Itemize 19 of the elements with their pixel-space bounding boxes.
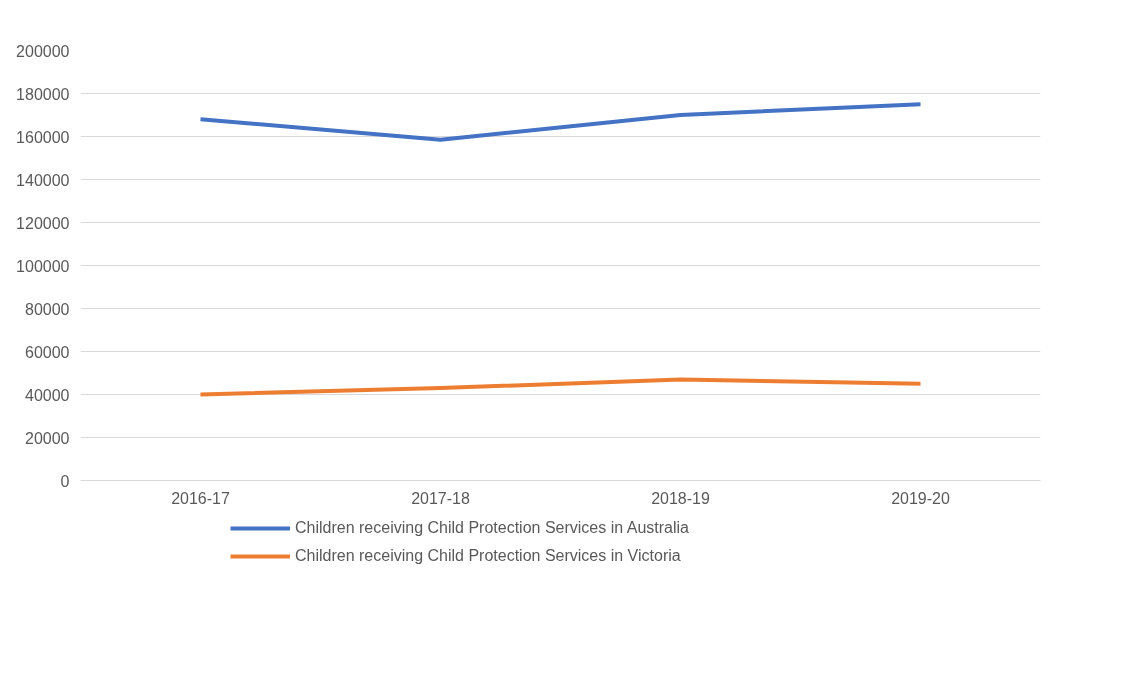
line-series — [198, 102, 923, 142]
y-tick-label: 40000 — [25, 386, 70, 404]
y-tick-label: 200000 — [16, 42, 70, 60]
legend-label: Children receiving Child Protection Services in Victoria — [295, 547, 681, 565]
y-tick-label: 20000 — [25, 429, 70, 447]
y-tick-label: 80000 — [25, 300, 70, 318]
x-tick-label: 2017-18 — [411, 489, 470, 507]
y-tick-label: 160000 — [16, 128, 70, 146]
legend-label: Children receiving Child Protection Services in Australia — [295, 519, 689, 537]
y-tick-label: 100000 — [16, 257, 70, 275]
y-tick-label: 140000 — [16, 171, 70, 189]
y-tick-label: 180000 — [16, 85, 70, 103]
y-tick-label: 120000 — [16, 214, 70, 232]
y-tick-label: 0 — [60, 472, 70, 490]
line-series — [198, 377, 923, 397]
x-tick-label: 2018-19 — [651, 489, 710, 507]
x-tick-label: 2016-17 — [171, 489, 230, 507]
x-tick-label: 2019-20 — [891, 489, 950, 507]
y-tick-label: 60000 — [25, 343, 70, 361]
